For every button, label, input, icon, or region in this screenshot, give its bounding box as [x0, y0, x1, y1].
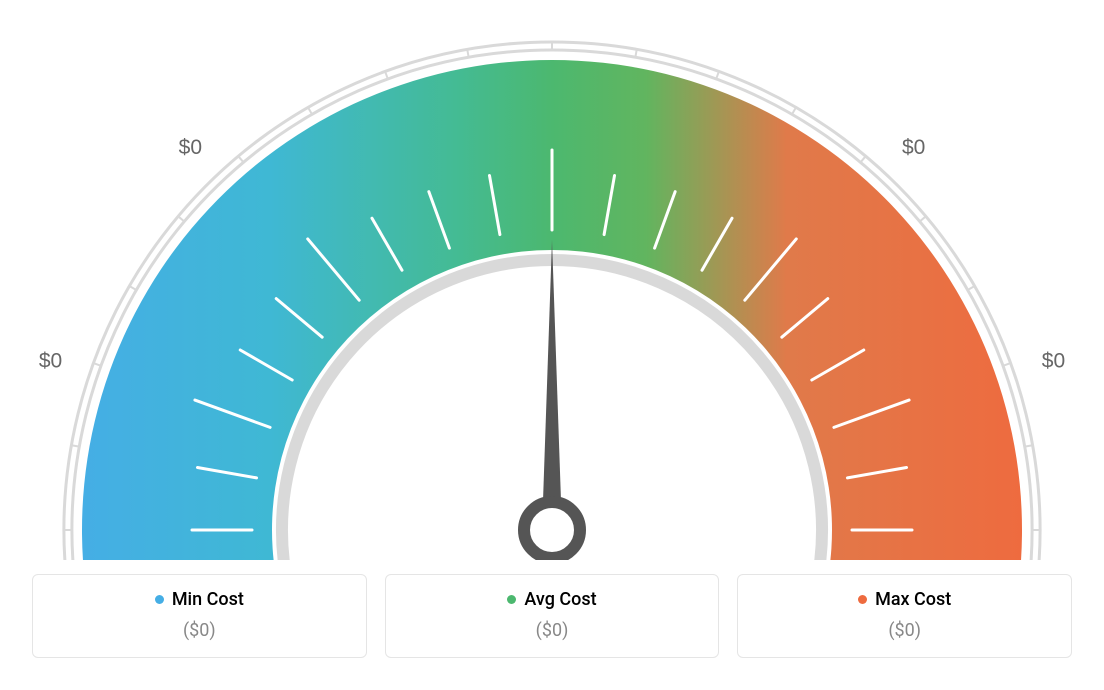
legend-min-cost: Min Cost ($0) — [32, 574, 367, 658]
legend-max-cost: Max Cost ($0) — [737, 574, 1072, 658]
legend-avg-title: Avg Cost — [507, 589, 596, 610]
legend-min-title: Min Cost — [155, 589, 244, 610]
legend-max-title: Max Cost — [858, 589, 951, 610]
legend-avg-value: ($0) — [396, 620, 709, 641]
gauge-svg: $0$0$0$0$0$0$0 — [22, 20, 1082, 560]
dot-icon — [858, 595, 867, 604]
svg-text:$0: $0 — [39, 349, 62, 372]
legend-max-label: Max Cost — [875, 589, 951, 610]
legend-avg-cost: Avg Cost ($0) — [385, 574, 720, 658]
legend-max-value: ($0) — [748, 620, 1061, 641]
dot-icon — [507, 595, 516, 604]
cost-gauge-chart: $0$0$0$0$0$0$0 — [22, 20, 1082, 560]
legend-min-value: ($0) — [43, 620, 356, 641]
svg-text:$0: $0 — [179, 136, 202, 159]
svg-text:$0: $0 — [1042, 349, 1065, 372]
legend-min-label: Min Cost — [172, 589, 244, 610]
legend-row: Min Cost ($0) Avg Cost ($0) Max Cost ($0… — [32, 574, 1072, 658]
svg-text:$0: $0 — [902, 136, 925, 159]
dot-icon — [155, 595, 164, 604]
legend-avg-label: Avg Cost — [524, 589, 596, 610]
